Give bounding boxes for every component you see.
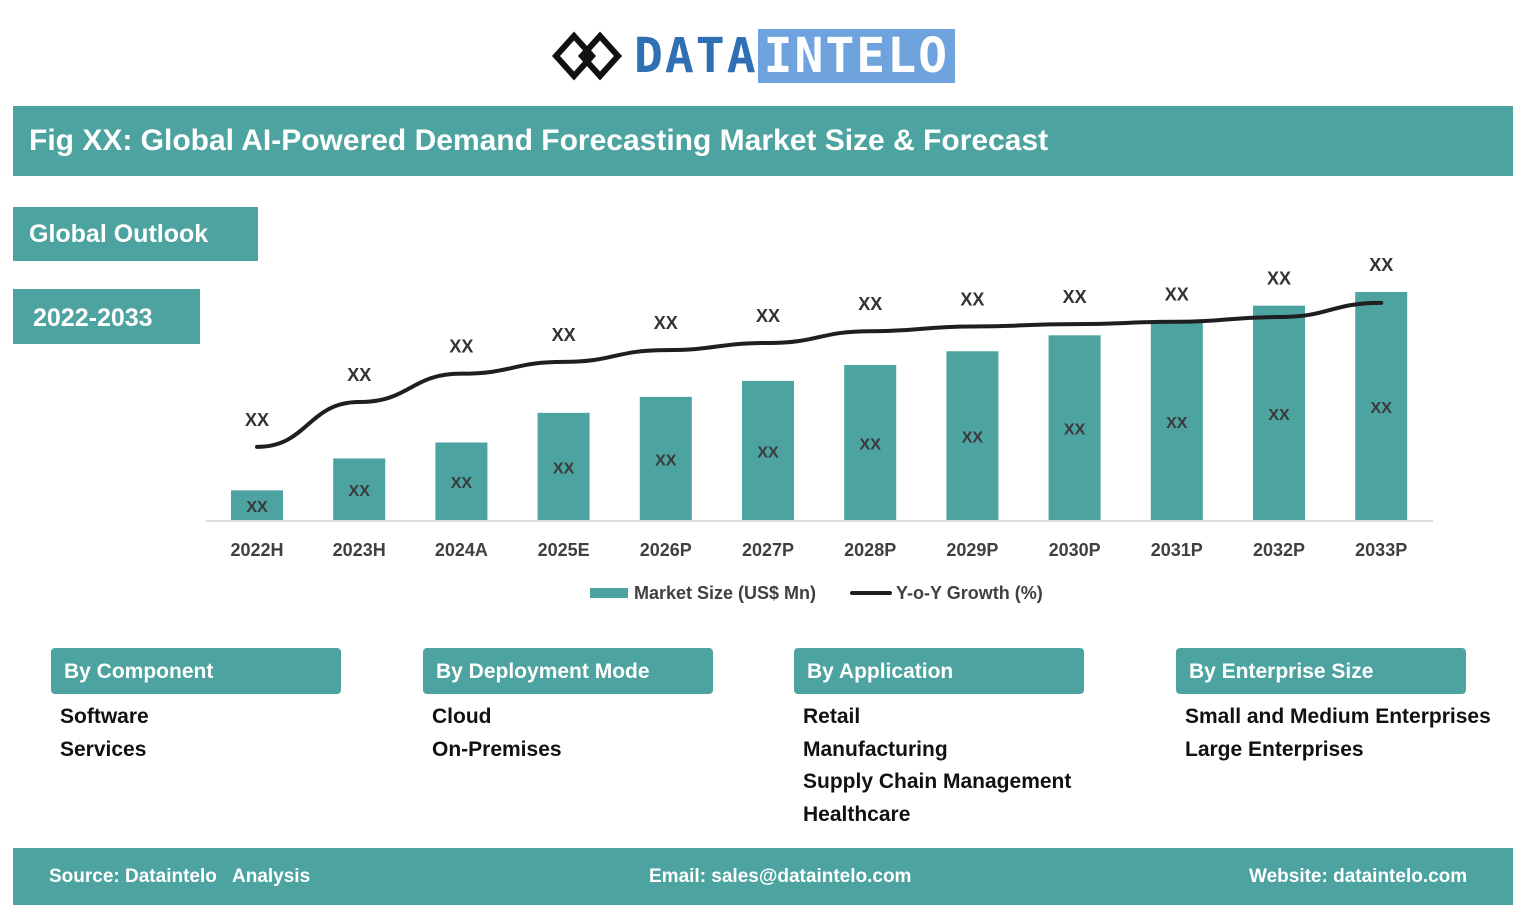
- logo-text-data: DATA: [634, 28, 758, 84]
- segment-item: On-Premises: [432, 737, 562, 761]
- bar-data-label: XX: [246, 499, 268, 516]
- bar-data-label: XX: [655, 452, 677, 469]
- bar-data-label: XX: [962, 430, 984, 447]
- period-label: 2022-2033: [33, 304, 153, 332]
- x-tick-label: 2031P: [1151, 540, 1203, 560]
- bar: [1048, 335, 1101, 520]
- growth-data-label: XX: [756, 306, 780, 326]
- x-tick-label: 2027P: [742, 540, 794, 560]
- footer-email: Email: sales@dataintelo.com: [649, 866, 912, 887]
- segment-header: By Application: [794, 648, 1084, 694]
- segment-list: Retail Manufacturing Supply Chain Manage…: [803, 704, 1084, 834]
- x-tick-label: 2026P: [640, 540, 692, 560]
- logo-text-intelo: INTELO: [757, 29, 955, 83]
- segment-item: Large Enterprises: [1185, 737, 1364, 761]
- footer-bar: Source: Dataintelo Analysis Email: sales…: [13, 848, 1513, 905]
- growth-data-label: XX: [449, 337, 473, 357]
- bar: [1355, 292, 1408, 520]
- bar: [1150, 321, 1203, 520]
- bar-data-label: XX: [1268, 407, 1290, 424]
- outlook-label: Global Outlook: [29, 220, 209, 248]
- growth-line: [255, 300, 1384, 449]
- segment-item: Supply Chain Management: [803, 770, 1072, 793]
- outlook-tag: Global Outlook: [13, 207, 258, 261]
- legend-yoy-growth: Y-o-Y Growth (%): [896, 582, 1043, 603]
- bar-data-label: XX: [757, 444, 779, 461]
- x-tick-label: 2022H: [230, 540, 283, 560]
- period-tag: 2022-2033: [13, 289, 200, 344]
- bar: [435, 442, 488, 520]
- segment-by-component: By Component Software Services: [51, 648, 341, 769]
- segment-header: By Deployment Mode: [423, 648, 713, 694]
- legend-bar-swatch: [590, 588, 628, 598]
- bar: [946, 351, 999, 520]
- title-bar: Fig XX: Global AI-Powered Demand Forecas…: [13, 106, 1513, 176]
- growth-data-label: XX: [960, 289, 984, 309]
- bar-data-label: XX: [1064, 422, 1086, 439]
- bar-data-label: XX: [451, 475, 473, 492]
- x-tick-label: 2032P: [1253, 540, 1305, 560]
- growth-data-label: XX: [1267, 269, 1291, 289]
- bar-data-label: XX: [1166, 415, 1188, 432]
- growth-data-label: XX: [552, 325, 576, 345]
- x-tick-label: 2028P: [844, 540, 896, 560]
- segment-by-application: By Application Retail Manufacturing Supp…: [794, 648, 1084, 834]
- bar: [537, 412, 590, 520]
- growth-data-label: XX: [1063, 287, 1087, 307]
- x-tick-label: 2033P: [1355, 540, 1407, 560]
- bar-data-label: XX: [860, 436, 882, 453]
- segment-item: Healthcare: [803, 802, 911, 826]
- chart-legend: Market Size (US$ Mn) Y-o-Y Growth (%): [590, 580, 1043, 606]
- growth-data-label: XX: [654, 313, 678, 333]
- x-tick-label: 2024A: [435, 540, 488, 560]
- bar: [742, 380, 794, 520]
- segment-item: Manufacturing: [803, 737, 948, 761]
- brand-logo: DATA INTELO: [552, 28, 955, 84]
- bar-data-label: XX: [349, 483, 371, 500]
- x-tick-label: 2023H: [333, 540, 386, 560]
- segment-item: Small and Medium Enterprises: [1185, 705, 1491, 728]
- segment-by-enterprise-size: By Enterprise Size Small and Medium Ente…: [1176, 648, 1491, 769]
- page-title: Fig XX: Global AI-Powered Demand Forecas…: [29, 124, 1049, 157]
- bar: [639, 396, 692, 520]
- x-tick-label: 2030P: [1049, 540, 1101, 560]
- footer-website: Website: dataintelo.com: [1249, 866, 1468, 887]
- growth-data-label: XX: [1369, 255, 1393, 275]
- growth-data-label: XX: [1165, 285, 1189, 305]
- bar: [1253, 305, 1305, 520]
- segment-item: Retail: [803, 705, 861, 728]
- footer-source: Source: Dataintelo Analysis: [49, 866, 311, 887]
- legend-line-swatch: [850, 591, 893, 595]
- segment-by-deployment-mode: By Deployment Mode Cloud On-Premises: [423, 648, 713, 769]
- legend-market-size: Market Size (US$ Mn): [634, 582, 817, 603]
- logo-mark-icon: [552, 31, 623, 81]
- segment-list: Software Services: [60, 704, 341, 769]
- bar: [333, 458, 386, 520]
- growth-data-label: XX: [858, 294, 882, 314]
- growth-data-label: XX: [347, 365, 371, 385]
- bar-data-label: XX: [1371, 400, 1393, 417]
- segment-header: By Enterprise Size: [1176, 648, 1466, 694]
- x-tick-label: 2029P: [946, 540, 998, 560]
- x-tick-label: 2025E: [538, 540, 590, 560]
- bar: [844, 364, 897, 520]
- bar-data-label: XX: [553, 460, 575, 477]
- segment-list: Small and Medium Enterprises Large Enter…: [1185, 704, 1491, 769]
- segment-item: Software: [60, 705, 149, 728]
- growth-data-label: XX: [245, 410, 269, 430]
- segment-header: By Component: [51, 648, 341, 694]
- segment-item: Services: [60, 737, 147, 761]
- segment-list: Cloud On-Premises: [432, 704, 713, 769]
- segment-item: Cloud: [432, 705, 492, 728]
- bar: [231, 490, 283, 520]
